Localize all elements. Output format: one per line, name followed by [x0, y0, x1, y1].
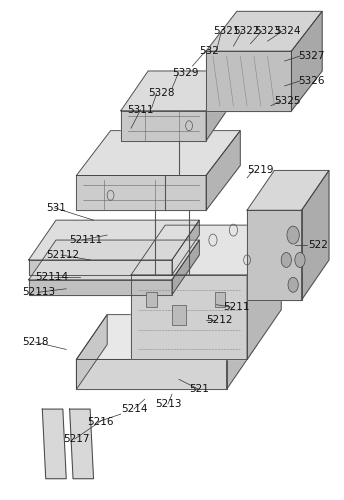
- Text: 5311: 5311: [128, 105, 154, 115]
- Circle shape: [288, 278, 298, 292]
- Text: 52111: 52111: [69, 235, 103, 245]
- Text: 5216: 5216: [87, 416, 113, 426]
- Polygon shape: [131, 275, 247, 359]
- Bar: [172, 304, 186, 324]
- Text: 52113: 52113: [22, 288, 55, 298]
- Text: 5218: 5218: [22, 337, 49, 347]
- Polygon shape: [121, 111, 206, 140]
- Polygon shape: [76, 130, 240, 176]
- Polygon shape: [206, 51, 291, 111]
- Polygon shape: [76, 176, 206, 210]
- Polygon shape: [247, 170, 329, 210]
- Text: 5329: 5329: [172, 68, 198, 78]
- Text: 5321: 5321: [213, 26, 239, 36]
- Text: 52112: 52112: [46, 250, 79, 260]
- Polygon shape: [247, 210, 302, 300]
- Text: 5325: 5325: [275, 96, 301, 106]
- Text: 5326: 5326: [298, 76, 325, 86]
- Polygon shape: [76, 314, 257, 360]
- Text: 5219: 5219: [247, 166, 273, 175]
- Polygon shape: [76, 314, 107, 389]
- Text: 522: 522: [309, 240, 329, 250]
- Text: 5328: 5328: [148, 88, 175, 99]
- Text: 5327: 5327: [298, 51, 325, 61]
- Polygon shape: [42, 409, 66, 478]
- Circle shape: [281, 252, 291, 268]
- Text: 532: 532: [199, 46, 219, 56]
- Polygon shape: [206, 130, 240, 210]
- Text: 531: 531: [46, 202, 66, 212]
- Circle shape: [295, 252, 305, 268]
- Polygon shape: [76, 360, 227, 389]
- Bar: [147, 292, 157, 307]
- Bar: [215, 292, 225, 307]
- Polygon shape: [206, 12, 322, 51]
- Polygon shape: [302, 170, 329, 300]
- Polygon shape: [29, 240, 199, 280]
- Text: 521: 521: [189, 384, 209, 394]
- Text: 5214: 5214: [121, 404, 147, 414]
- Text: 52114: 52114: [35, 272, 69, 282]
- Circle shape: [287, 226, 299, 244]
- Polygon shape: [69, 409, 94, 478]
- Polygon shape: [131, 225, 281, 275]
- Polygon shape: [121, 71, 234, 111]
- Polygon shape: [29, 260, 172, 275]
- Text: 5324: 5324: [275, 26, 301, 36]
- Polygon shape: [29, 220, 199, 260]
- Polygon shape: [172, 220, 199, 275]
- Text: 5211: 5211: [223, 302, 250, 312]
- Text: 5212: 5212: [206, 314, 233, 324]
- Text: 5213: 5213: [155, 399, 181, 409]
- Polygon shape: [29, 280, 172, 294]
- Text: 5322: 5322: [234, 26, 260, 36]
- Polygon shape: [227, 314, 257, 389]
- Polygon shape: [291, 12, 322, 111]
- Polygon shape: [172, 240, 199, 294]
- Text: 5217: 5217: [63, 434, 89, 444]
- Polygon shape: [206, 71, 234, 140]
- Text: 5323: 5323: [254, 26, 280, 36]
- Polygon shape: [247, 225, 281, 360]
